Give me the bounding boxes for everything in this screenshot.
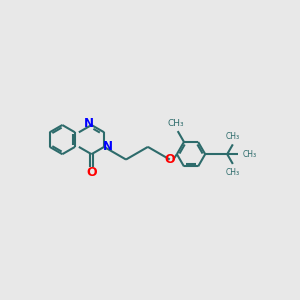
Text: CH₃: CH₃ xyxy=(226,168,240,177)
Text: CH₃: CH₃ xyxy=(226,131,240,140)
Text: O: O xyxy=(164,153,175,166)
Text: CH₃: CH₃ xyxy=(243,150,257,159)
Text: N: N xyxy=(84,117,94,130)
Text: O: O xyxy=(86,166,97,179)
Text: N: N xyxy=(103,140,113,153)
Text: CH₃: CH₃ xyxy=(168,118,184,127)
